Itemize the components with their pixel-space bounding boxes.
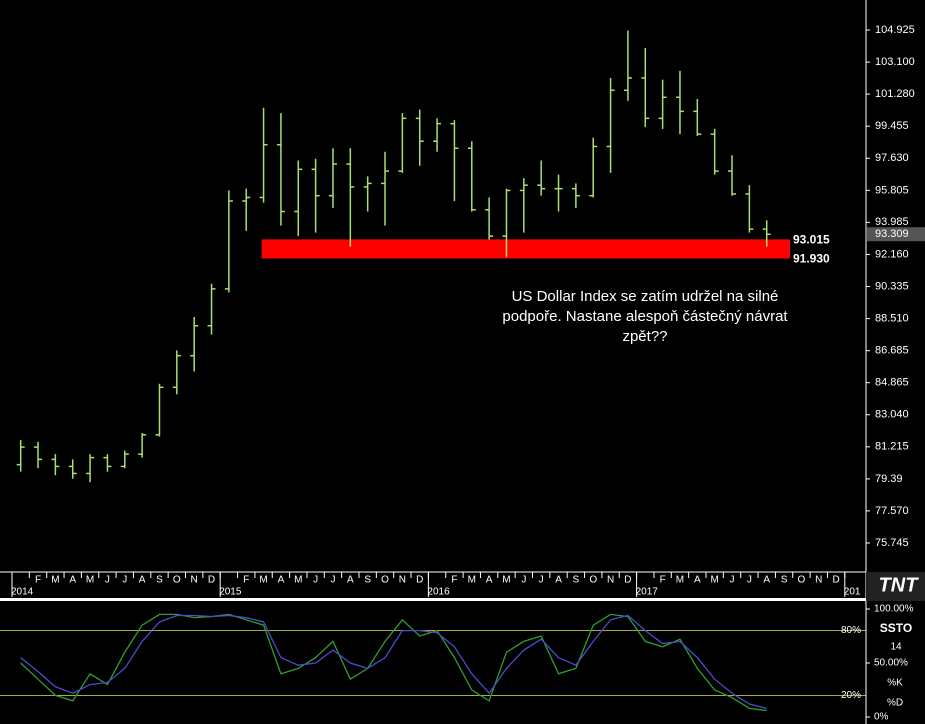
x-tick-label: A	[278, 575, 285, 586]
x-tick-label: D	[416, 575, 423, 586]
x-tick-label: A	[139, 575, 146, 586]
x-tick-label: F	[451, 575, 457, 586]
y-tick-label: 103.100	[875, 56, 915, 68]
x-tick-label: A	[694, 575, 701, 586]
x-tick-label: J	[105, 575, 110, 586]
logo: TNT	[879, 574, 920, 596]
annotation: US Dollar Index se zatím udržel na silné	[512, 288, 779, 305]
y-tick-label: 86.685	[875, 345, 909, 357]
zone-label: 93.015	[793, 233, 830, 247]
x-tick-label: F	[243, 575, 249, 586]
x-tick-label: M	[86, 575, 94, 586]
x-tick-label: N	[399, 575, 406, 586]
x-tick-label: S	[364, 575, 371, 586]
y-tick-label: 88.510	[875, 312, 909, 324]
legend-entry: %K	[887, 678, 903, 689]
year-label: 2017	[636, 587, 659, 598]
last-price-box	[867, 227, 925, 242]
x-tick-label: A	[347, 575, 354, 586]
legend-entry: %D	[887, 698, 903, 709]
year-label: 2015	[219, 587, 242, 598]
panel-separator	[0, 598, 866, 601]
y-tick-label: 83.040	[875, 409, 909, 421]
level-label: 80%	[841, 625, 861, 636]
x-tick-label: S	[573, 575, 580, 586]
x-tick-label: O	[381, 575, 389, 586]
y-tick-label: 104.925	[875, 24, 915, 36]
indicator-period: 14	[890, 642, 902, 653]
x-tick-label: J	[330, 575, 335, 586]
x-tick-label: J	[521, 575, 526, 586]
x-tick-label: M	[711, 575, 719, 586]
last-price-label: 93.309	[875, 228, 909, 240]
x-tick-label: J	[730, 575, 735, 586]
x-tick-label: A	[486, 575, 493, 586]
level-label: 20%	[841, 690, 861, 701]
year-label: 2016	[427, 587, 450, 598]
y-tick-label: 50.00%	[874, 658, 908, 669]
logo-box	[866, 572, 925, 601]
y-tick-label: 77.570	[875, 505, 909, 517]
x-tick-label: M	[502, 575, 510, 586]
x-tick-label: N	[815, 575, 822, 586]
year-label: 201	[844, 587, 861, 598]
y-tick-label: 100.00%	[874, 604, 914, 615]
y-tick-label: 92.160	[875, 248, 909, 260]
y-tick-label: 90.335	[875, 280, 909, 292]
annotation: zpět??	[622, 328, 667, 345]
stoch-line	[20, 614, 767, 709]
x-tick-label: M	[259, 575, 267, 586]
stoch-line	[20, 613, 767, 712]
x-tick-label: M	[676, 575, 684, 586]
x-tick-label: O	[173, 575, 181, 586]
y-tick-label: 79.39	[875, 473, 903, 485]
x-tick-label: J	[313, 575, 318, 586]
x-tick-label: J	[747, 575, 752, 586]
x-tick-label: A	[763, 575, 770, 586]
annotation: podpoře. Nastane alespoň částečný návrat	[502, 308, 788, 325]
y-tick-label: 0%	[874, 712, 889, 723]
y-tick-label: 75.745	[875, 537, 909, 549]
x-tick-label: J	[539, 575, 544, 586]
year-label: 2014	[11, 587, 34, 598]
zone-label: 91.930	[793, 252, 830, 266]
y-tick-label: 84.865	[875, 377, 909, 389]
x-tick-label: O	[798, 575, 806, 586]
x-tick-label: J	[122, 575, 127, 586]
x-tick-label: N	[191, 575, 198, 586]
x-tick-label: F	[660, 575, 666, 586]
support-zone	[261, 239, 791, 259]
x-tick-label: A	[555, 575, 562, 586]
x-tick-label: D	[208, 575, 215, 586]
x-tick-label: F	[35, 575, 41, 586]
x-tick-label: D	[624, 575, 631, 586]
x-tick-label: N	[607, 575, 614, 586]
x-tick-label: M	[468, 575, 476, 586]
x-tick-label: S	[781, 575, 788, 586]
x-tick-label: M	[51, 575, 59, 586]
x-tick-label: S	[156, 575, 163, 586]
y-tick-label: 99.455	[875, 120, 909, 132]
x-tick-label: O	[589, 575, 597, 586]
x-tick-label: M	[294, 575, 302, 586]
x-tick-label: D	[833, 575, 840, 586]
y-tick-label: 93.985	[875, 216, 909, 228]
x-tick-label: A	[69, 575, 76, 586]
y-tick-label: 97.630	[875, 152, 909, 164]
y-tick-label: 101.280	[875, 88, 915, 100]
y-tick-label: 81.215	[875, 441, 909, 453]
y-tick-label: 95.805	[875, 184, 909, 196]
indicator-title: SSTO	[880, 621, 912, 635]
